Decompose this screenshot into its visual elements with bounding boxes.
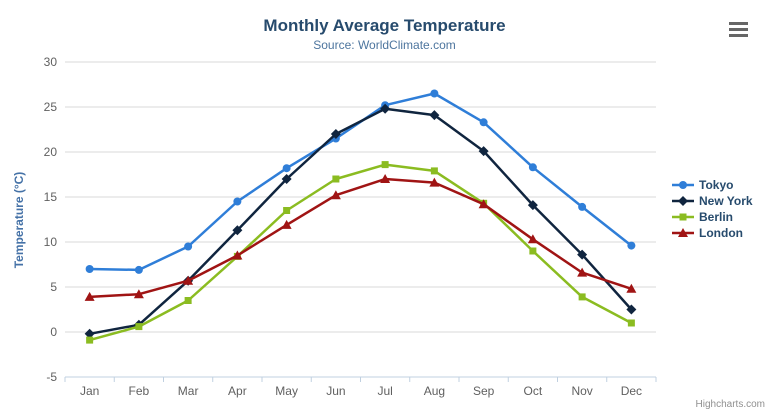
svg-text:May: May [275,384,298,398]
legend-item-label: Berlin [699,210,734,224]
legend-item-label: London [699,226,743,240]
hamburger-icon [729,21,751,37]
legend-marker-diamond-icon [672,196,694,206]
credits-link[interactable]: Highcharts.com [695,399,765,410]
svg-text:5: 5 [50,280,57,294]
x-axis [64,376,657,382]
svg-text:15: 15 [44,190,58,204]
svg-text:Jan: Jan [80,384,99,398]
chart-title: Monthly Average Temperature [263,16,506,35]
legend-item-label: Tokyo [699,178,734,192]
legend-item-berlin[interactable]: Berlin [672,209,753,225]
y-axis-labels: -5 0 5 10 15 20 25 30 [44,55,58,384]
svg-text:Apr: Apr [228,384,247,398]
svg-text:Sep: Sep [473,384,495,398]
context-menu-button[interactable] [727,18,753,40]
legend-marker-square-icon [672,213,694,221]
svg-text:Jul: Jul [377,384,392,398]
svg-text:20: 20 [44,145,58,159]
svg-text:-5: -5 [46,370,57,384]
legend-item-new-york[interactable]: New York [672,193,753,209]
svg-text:Nov: Nov [571,384,592,398]
series-new-york [84,103,637,339]
chart-subtitle: Source: WorldClimate.com [313,38,456,52]
legend: Tokyo New York Berlin London [672,177,753,241]
svg-text:10: 10 [44,235,58,249]
svg-text:30: 30 [44,55,58,69]
svg-text:25: 25 [44,100,58,114]
y-gridlines [65,61,656,378]
svg-text:Aug: Aug [424,384,445,398]
legend-item-label: New York [699,194,753,208]
svg-text:0: 0 [50,325,57,339]
series-tokyo [85,89,636,274]
svg-text:Mar: Mar [178,384,199,398]
svg-text:Feb: Feb [129,384,150,398]
x-axis-labels: Jan Feb Mar Apr May Jun Jul Aug Sep Oct Nov Dec [80,384,642,398]
legend-marker-circle-icon [672,181,694,189]
svg-text:Dec: Dec [621,384,642,398]
legend-item-tokyo[interactable]: Tokyo [672,177,753,193]
legend-item-london[interactable]: London [672,225,753,241]
series-london [84,174,637,301]
svg-text:Jun: Jun [326,384,345,398]
svg-text:Oct: Oct [524,384,543,398]
legend-marker-triangle-icon [672,228,694,237]
